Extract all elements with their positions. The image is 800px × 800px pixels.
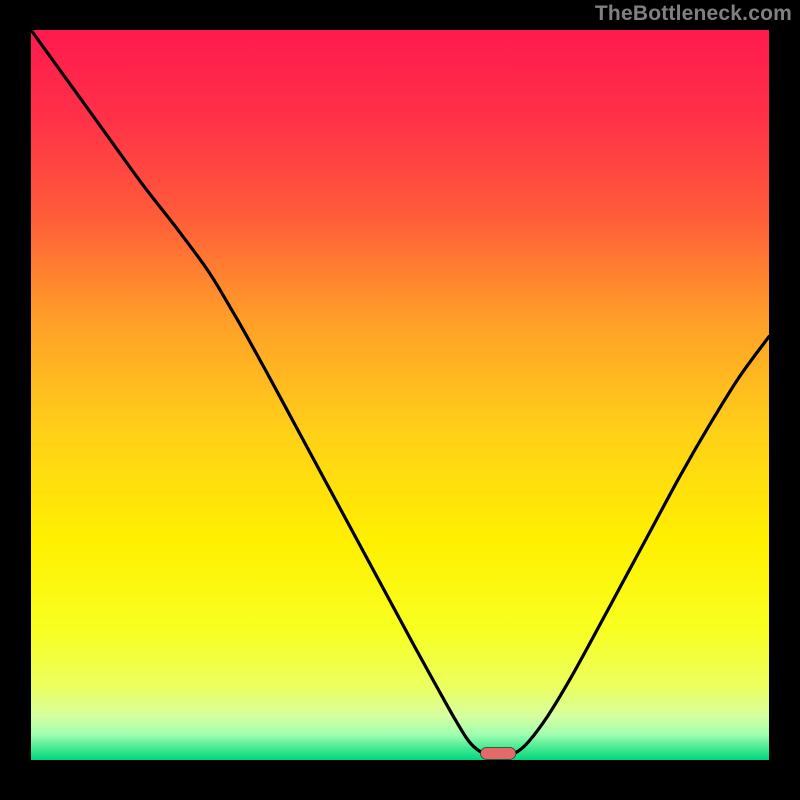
optimal-marker — [480, 748, 515, 760]
plot-background — [31, 30, 769, 760]
watermark-text: TheBottleneck.com — [595, 2, 792, 26]
chart-stage: TheBottleneck.com — [0, 0, 800, 800]
bottleneck-chart — [0, 0, 800, 800]
